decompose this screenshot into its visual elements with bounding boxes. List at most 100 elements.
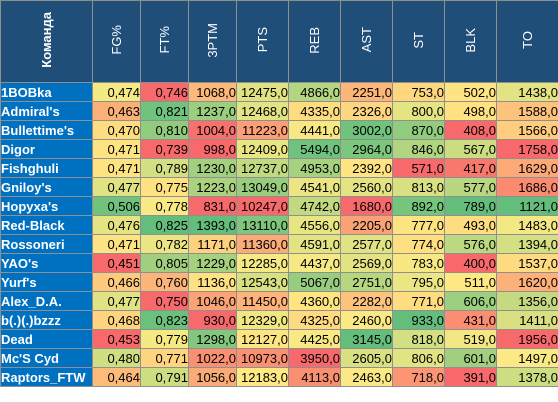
blk-cell[interactable]: 577,0 [444, 177, 497, 197]
team-name-cell[interactable]: Admiral's [0, 101, 93, 121]
st-cell[interactable]: 774,0 [392, 234, 445, 254]
st-cell[interactable]: 783,0 [392, 253, 445, 273]
header-blk[interactable]: BLK [444, 0, 497, 83]
fg-pct-cell[interactable]: 0,470 [92, 120, 141, 140]
reb-cell[interactable]: 3950,0 [288, 348, 341, 368]
ast-cell[interactable]: 3145,0 [340, 329, 393, 349]
team-name-cell[interactable]: Gniloy's [0, 177, 93, 197]
fg-pct-cell[interactable]: 0,471 [92, 139, 141, 159]
ft-pct-cell[interactable]: 0,760 [140, 272, 189, 292]
blk-cell[interactable]: 408,0 [444, 120, 497, 140]
team-name-cell[interactable]: Red-Black [0, 215, 93, 235]
to-cell[interactable]: 1121,0 [496, 196, 558, 216]
to-cell[interactable]: 1411,0 [496, 310, 558, 330]
fg-pct-cell[interactable]: 0,471 [92, 158, 141, 178]
header-st[interactable]: ST [392, 0, 445, 83]
st-cell[interactable]: 800,0 [392, 101, 445, 121]
st-cell[interactable]: 846,0 [392, 139, 445, 159]
fg-pct-cell[interactable]: 0,453 [92, 329, 141, 349]
ft-pct-cell[interactable]: 0,739 [140, 139, 189, 159]
to-cell[interactable]: 1686,0 [496, 177, 558, 197]
st-cell[interactable]: 771,0 [392, 291, 445, 311]
header-ast[interactable]: AST [340, 0, 393, 83]
blk-cell[interactable]: 519,0 [444, 329, 497, 349]
3ptm-cell[interactable]: 1004,0 [188, 120, 237, 140]
ft-pct-cell[interactable]: 0,778 [140, 196, 189, 216]
ft-pct-cell[interactable]: 0,750 [140, 291, 189, 311]
3ptm-cell[interactable]: 1229,0 [188, 253, 237, 273]
pts-cell[interactable]: 11223,0 [236, 120, 289, 140]
to-cell[interactable]: 1497,0 [496, 348, 558, 368]
ast-cell[interactable]: 2251,0 [340, 82, 393, 102]
team-name-cell[interactable]: Rossoneri [0, 234, 93, 254]
ast-cell[interactable]: 2326,0 [340, 101, 393, 121]
pts-cell[interactable]: 10973,0 [236, 348, 289, 368]
pts-cell[interactable]: 12737,0 [236, 158, 289, 178]
fg-pct-cell[interactable]: 0,466 [92, 272, 141, 292]
3ptm-cell[interactable]: 831,0 [188, 196, 237, 216]
to-cell[interactable]: 1438,0 [496, 82, 558, 102]
3ptm-cell[interactable]: 1171,0 [188, 234, 237, 254]
pts-cell[interactable]: 10247,0 [236, 196, 289, 216]
header-reb[interactable]: REB [288, 0, 341, 83]
ft-pct-cell[interactable]: 0,810 [140, 120, 189, 140]
st-cell[interactable]: 571,0 [392, 158, 445, 178]
to-cell[interactable]: 1758,0 [496, 139, 558, 159]
reb-cell[interactable]: 4437,0 [288, 253, 341, 273]
fg-pct-cell[interactable]: 0,468 [92, 310, 141, 330]
3ptm-cell[interactable]: 930,0 [188, 310, 237, 330]
fg-pct-cell[interactable]: 0,471 [92, 234, 141, 254]
st-cell[interactable]: 813,0 [392, 177, 445, 197]
ft-pct-cell[interactable]: 0,779 [140, 329, 189, 349]
to-cell[interactable]: 1956,0 [496, 329, 558, 349]
blk-cell[interactable]: 391,0 [444, 367, 497, 387]
ast-cell[interactable]: 2392,0 [340, 158, 393, 178]
ft-pct-cell[interactable]: 0,823 [140, 310, 189, 330]
pts-cell[interactable]: 11450,0 [236, 291, 289, 311]
team-name-cell[interactable]: Raptors_FTW [0, 367, 93, 387]
3ptm-cell[interactable]: 1223,0 [188, 177, 237, 197]
st-cell[interactable]: 870,0 [392, 120, 445, 140]
ast-cell[interactable]: 3002,0 [340, 120, 393, 140]
blk-cell[interactable]: 493,0 [444, 215, 497, 235]
to-cell[interactable]: 1629,0 [496, 158, 558, 178]
header-team[interactable]: Команда [0, 0, 93, 83]
ast-cell[interactable]: 1680,0 [340, 196, 393, 216]
3ptm-cell[interactable]: 1136,0 [188, 272, 237, 292]
to-cell[interactable]: 1537,0 [496, 253, 558, 273]
fg-pct-cell[interactable]: 0,480 [92, 348, 141, 368]
reb-cell[interactable]: 4360,0 [288, 291, 341, 311]
to-cell[interactable]: 1620,0 [496, 272, 558, 292]
st-cell[interactable]: 753,0 [392, 82, 445, 102]
blk-cell[interactable]: 606,0 [444, 291, 497, 311]
ast-cell[interactable]: 2964,0 [340, 139, 393, 159]
fg-pct-cell[interactable]: 0,464 [92, 367, 141, 387]
reb-cell[interactable]: 5494,0 [288, 139, 341, 159]
reb-cell[interactable]: 4591,0 [288, 234, 341, 254]
fg-pct-cell[interactable]: 0,451 [92, 253, 141, 273]
pts-cell[interactable]: 12475,0 [236, 82, 289, 102]
ast-cell[interactable]: 2569,0 [340, 253, 393, 273]
ast-cell[interactable]: 2205,0 [340, 215, 393, 235]
to-cell[interactable]: 1378,0 [496, 367, 558, 387]
pts-cell[interactable]: 12285,0 [236, 253, 289, 273]
ft-pct-cell[interactable]: 0,746 [140, 82, 189, 102]
ast-cell[interactable]: 2751,0 [340, 272, 393, 292]
team-name-cell[interactable]: b(.)(.)bzzz [0, 310, 93, 330]
reb-cell[interactable]: 4325,0 [288, 310, 341, 330]
st-cell[interactable]: 718,0 [392, 367, 445, 387]
team-name-cell[interactable]: Fishghuli [0, 158, 93, 178]
3ptm-cell[interactable]: 1230,0 [188, 158, 237, 178]
ft-pct-cell[interactable]: 0,775 [140, 177, 189, 197]
ft-pct-cell[interactable]: 0,782 [140, 234, 189, 254]
ast-cell[interactable]: 2463,0 [340, 367, 393, 387]
st-cell[interactable]: 818,0 [392, 329, 445, 349]
blk-cell[interactable]: 601,0 [444, 348, 497, 368]
fg-pct-cell[interactable]: 0,463 [92, 101, 141, 121]
blk-cell[interactable]: 567,0 [444, 139, 497, 159]
blk-cell[interactable]: 400,0 [444, 253, 497, 273]
blk-cell[interactable]: 502,0 [444, 82, 497, 102]
ft-pct-cell[interactable]: 0,771 [140, 348, 189, 368]
ft-pct-cell[interactable]: 0,791 [140, 367, 189, 387]
to-cell[interactable]: 1356,0 [496, 291, 558, 311]
